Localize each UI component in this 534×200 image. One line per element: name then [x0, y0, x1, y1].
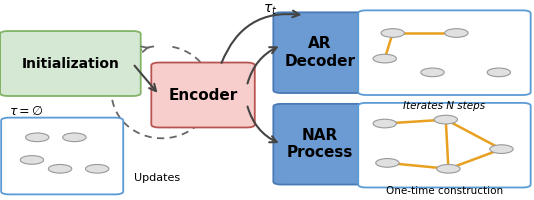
Circle shape: [490, 145, 513, 153]
Circle shape: [49, 164, 72, 173]
Text: Updates: Updates: [134, 173, 179, 183]
FancyBboxPatch shape: [0, 31, 140, 96]
Text: Iterates N steps: Iterates N steps: [403, 101, 485, 111]
FancyBboxPatch shape: [358, 10, 531, 95]
Circle shape: [85, 164, 109, 173]
Circle shape: [445, 29, 468, 37]
Circle shape: [376, 159, 399, 167]
Text: Encoder: Encoder: [168, 88, 238, 103]
Text: AR
Decoder: AR Decoder: [284, 36, 355, 69]
Text: $\tau = \varnothing$: $\tau = \varnothing$: [9, 104, 44, 118]
Circle shape: [434, 115, 458, 124]
Circle shape: [62, 133, 86, 142]
Circle shape: [437, 164, 460, 173]
Circle shape: [487, 68, 511, 77]
FancyBboxPatch shape: [273, 12, 366, 93]
FancyBboxPatch shape: [358, 103, 531, 187]
Circle shape: [26, 133, 49, 142]
Text: Initialization: Initialization: [21, 57, 119, 71]
Circle shape: [20, 156, 44, 164]
FancyBboxPatch shape: [273, 104, 366, 185]
Circle shape: [373, 54, 396, 63]
Circle shape: [381, 29, 404, 37]
Circle shape: [421, 68, 444, 77]
FancyBboxPatch shape: [1, 118, 123, 194]
Circle shape: [373, 119, 396, 128]
Text: One-time construction: One-time construction: [386, 186, 502, 196]
Text: NAR
Process: NAR Process: [287, 128, 353, 160]
Text: $\tau_t$: $\tau_t$: [263, 2, 278, 17]
FancyBboxPatch shape: [151, 63, 255, 127]
